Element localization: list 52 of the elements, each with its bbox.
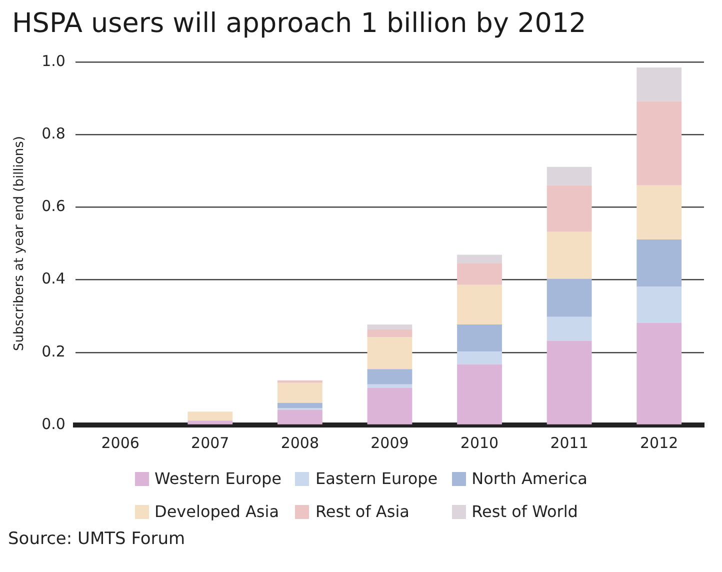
y-axis-title: Subscribers at year end (billions)	[12, 136, 28, 351]
bar	[457, 352, 502, 364]
bar	[277, 382, 322, 403]
bar	[636, 322, 682, 424]
bar	[367, 388, 412, 424]
x-tick-label: 2006	[101, 434, 140, 452]
bar	[277, 380, 322, 383]
source-note: Source: UMTS Forum	[8, 529, 186, 549]
y-tick-label: 0.8	[42, 124, 66, 142]
legend-label: Eastern Europe	[315, 469, 438, 488]
legend-label: Rest of World	[472, 502, 578, 521]
chart-title: HSPA users will approach 1 billion by 2012	[12, 8, 588, 39]
y-tick-label: 0.6	[42, 197, 66, 216]
x-tick-label: 2007	[191, 434, 230, 452]
bar	[636, 67, 682, 102]
bar	[457, 364, 502, 424]
x-tick-label: 2009	[370, 434, 409, 452]
y-tick-label: 0.4	[42, 270, 66, 288]
bar	[457, 254, 502, 264]
bar	[546, 166, 592, 186]
legend-label: Developed Asia	[154, 502, 279, 521]
bar	[367, 337, 412, 370]
x-tick-label: 2011	[550, 434, 588, 452]
legend-label: Western Europe	[154, 469, 282, 488]
y-tick-label: 0.0	[42, 414, 66, 433]
y-tick-label: 0.2	[42, 342, 66, 360]
bar	[188, 420, 233, 424]
legend-label: Rest of Asia	[315, 502, 410, 521]
legend-label: North America	[472, 469, 588, 488]
bar	[636, 185, 682, 240]
x-tick-label: 2012	[640, 434, 678, 452]
bar	[546, 278, 592, 317]
bar	[277, 402, 322, 408]
bar	[367, 369, 412, 384]
x-tick-label: 2010	[460, 434, 499, 452]
bar	[457, 263, 502, 285]
bar	[277, 410, 322, 424]
bar	[636, 240, 682, 287]
bar	[188, 412, 233, 421]
bar	[636, 286, 682, 323]
x-tick-label: 2008	[280, 434, 320, 452]
bar	[367, 384, 412, 388]
bar	[546, 185, 592, 232]
bar	[546, 340, 592, 424]
bar	[546, 232, 592, 279]
bar	[367, 324, 412, 330]
bar	[457, 324, 502, 352]
bar	[546, 316, 592, 341]
y-tick-label: 1.0	[42, 52, 66, 70]
bar	[457, 284, 502, 324]
bar	[636, 101, 682, 186]
bar	[367, 330, 412, 338]
